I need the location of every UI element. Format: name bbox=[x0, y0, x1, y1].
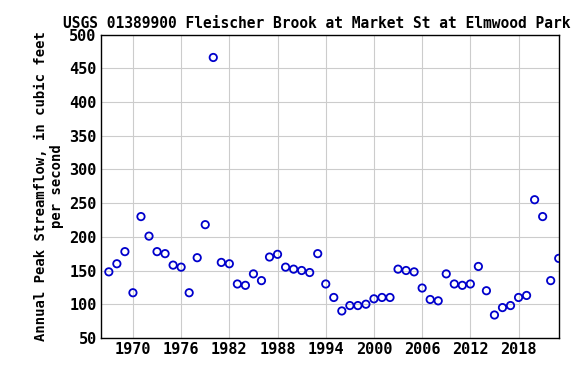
Point bbox=[313, 251, 323, 257]
Point bbox=[530, 197, 539, 203]
Point bbox=[361, 301, 370, 307]
Point bbox=[249, 271, 258, 277]
Point bbox=[474, 263, 483, 270]
Point bbox=[265, 254, 274, 260]
Point bbox=[434, 298, 443, 304]
Point bbox=[418, 285, 427, 291]
Point bbox=[369, 296, 378, 302]
Point bbox=[169, 262, 178, 268]
Point bbox=[426, 296, 435, 303]
Point bbox=[184, 290, 194, 296]
Point bbox=[337, 308, 346, 314]
Point bbox=[289, 266, 298, 272]
Point bbox=[377, 295, 386, 301]
Point bbox=[209, 55, 218, 61]
Point bbox=[153, 248, 162, 255]
Point bbox=[137, 214, 146, 220]
Point bbox=[176, 264, 185, 270]
Point bbox=[498, 305, 507, 311]
Point bbox=[200, 222, 210, 228]
Point bbox=[145, 233, 154, 239]
Y-axis label: Annual Peak Streamflow, in cubic feet
per second: Annual Peak Streamflow, in cubic feet pe… bbox=[33, 31, 64, 341]
Point bbox=[192, 255, 202, 261]
Point bbox=[506, 303, 515, 309]
Point bbox=[546, 278, 555, 284]
Point bbox=[562, 232, 571, 238]
Point bbox=[120, 248, 130, 255]
Point bbox=[233, 281, 242, 287]
Point bbox=[554, 255, 563, 262]
Point bbox=[353, 303, 362, 309]
Point bbox=[257, 278, 266, 284]
Point bbox=[450, 281, 459, 287]
Point bbox=[329, 295, 338, 301]
Point bbox=[112, 261, 122, 267]
Point bbox=[458, 282, 467, 288]
Point bbox=[297, 267, 306, 273]
Point bbox=[410, 269, 419, 275]
Point bbox=[305, 270, 314, 276]
Point bbox=[538, 214, 547, 220]
Point bbox=[345, 303, 354, 309]
Point bbox=[281, 264, 290, 270]
Point bbox=[241, 282, 250, 288]
Point bbox=[321, 281, 331, 287]
Point bbox=[490, 312, 499, 318]
Point bbox=[128, 290, 138, 296]
Point bbox=[385, 295, 395, 301]
Point bbox=[514, 295, 523, 301]
Point bbox=[482, 288, 491, 294]
Title: USGS 01389900 Fleischer Brook at Market St at Elmwood Park NJ: USGS 01389900 Fleischer Brook at Market … bbox=[63, 16, 576, 31]
Point bbox=[225, 261, 234, 267]
Point bbox=[401, 267, 411, 273]
Point bbox=[104, 269, 113, 275]
Point bbox=[466, 281, 475, 287]
Point bbox=[442, 271, 451, 277]
Point bbox=[161, 251, 170, 257]
Point bbox=[393, 266, 403, 272]
Point bbox=[273, 251, 282, 257]
Point bbox=[522, 292, 531, 298]
Point bbox=[217, 259, 226, 265]
